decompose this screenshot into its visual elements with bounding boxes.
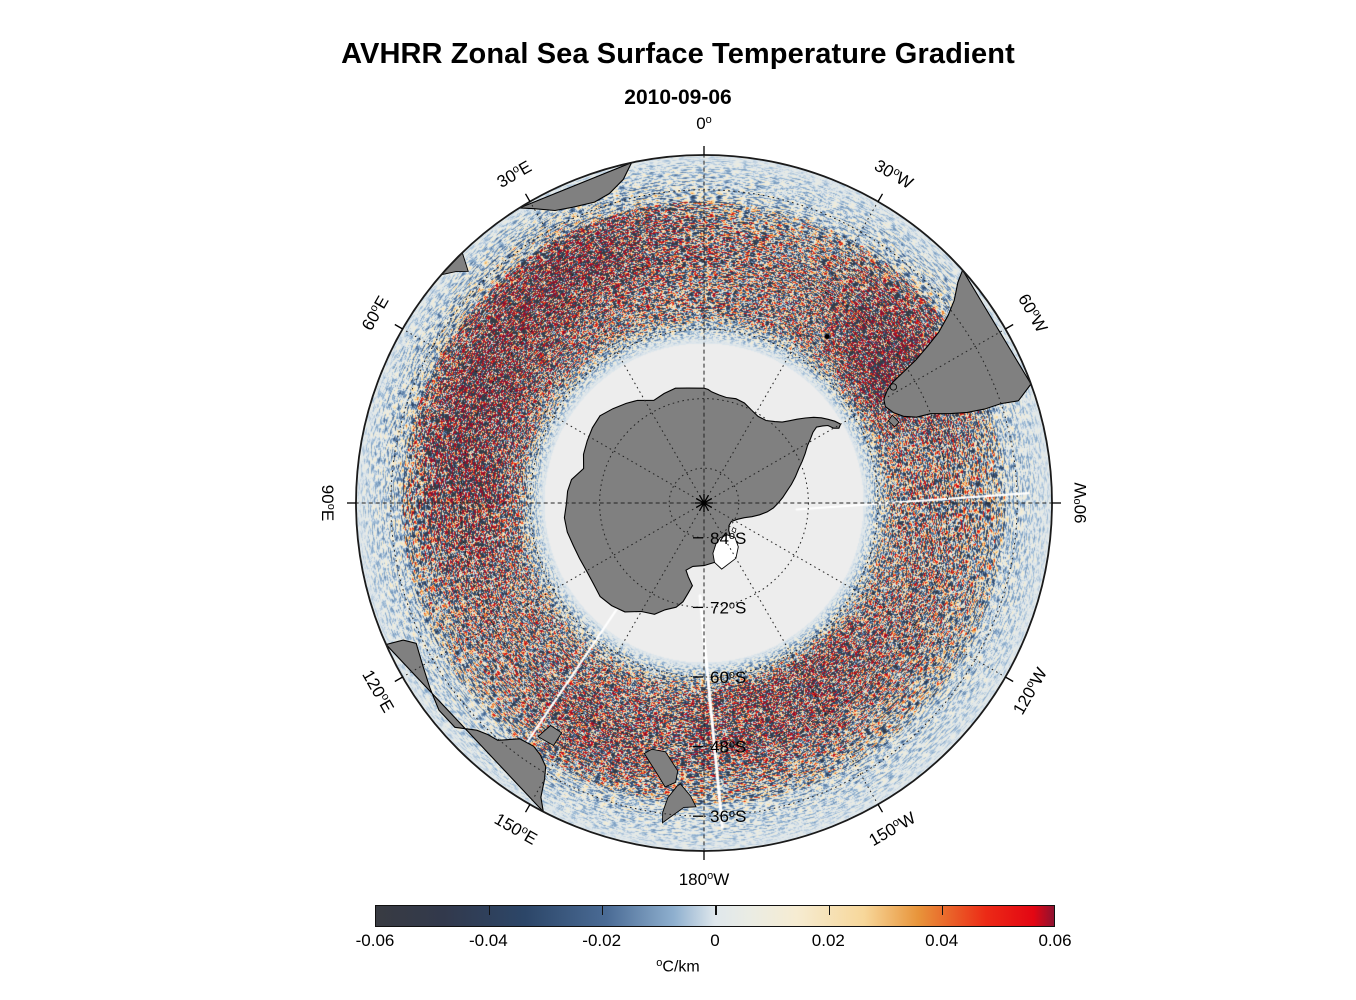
lon-tick <box>524 804 531 813</box>
land-south-georgia <box>824 334 830 339</box>
land-africa <box>519 161 633 212</box>
ice-shelf-gap-small <box>731 527 737 534</box>
lon-label: 30oW <box>871 156 916 194</box>
lon-tick <box>394 323 403 330</box>
colorbar-tick-label: 0.02 <box>811 931 845 950</box>
colorbar-tick-label: 0.06 <box>1038 931 1072 950</box>
colorbar-gradient <box>376 906 1054 926</box>
lat-label: 60oS <box>710 668 746 687</box>
lat-label: 72oS <box>710 598 746 617</box>
land-tierra-del-fuego <box>887 414 900 428</box>
lon-label: 90oW <box>1071 482 1091 523</box>
lon-label: 150oE <box>491 809 540 849</box>
colorbar-tick-label: -0.04 <box>468 931 508 950</box>
page-title: AVHRR Zonal Sea Surface Temperature Grad… <box>341 38 1015 70</box>
colorbar-tick <box>488 906 491 915</box>
lon-label: 90oE <box>318 485 338 521</box>
land-new-zealand-north <box>662 783 697 824</box>
lon-tick <box>1005 323 1014 330</box>
lon-tick <box>877 193 884 202</box>
lon-tick <box>1005 676 1014 683</box>
lon-label: 0o <box>696 114 712 134</box>
colorbar-tick-label: 0.04 <box>925 931 959 950</box>
lat-label: 36oS <box>710 807 746 826</box>
colorbar-tick <box>715 906 717 915</box>
land-australia <box>385 639 547 814</box>
colorbar-tick-label: -0.06 <box>355 931 395 950</box>
lon-label: 150oW <box>866 808 920 850</box>
colorbar-tick-labels: -0.06 -0.04 -0.02 0 0.02 0.04 0.06 <box>356 931 1072 955</box>
colorbar-tick <box>601 906 604 915</box>
lat-label: 84oS <box>710 529 746 548</box>
lat-gridline <box>599 398 809 608</box>
lon-tick <box>524 193 531 202</box>
lon-tick <box>877 804 884 813</box>
page-subtitle-date: 2010-09-06 <box>624 86 732 109</box>
colorbar-tick <box>941 906 944 915</box>
colorbar-tick <box>828 906 831 915</box>
lat-label: 48oS <box>710 738 746 757</box>
lon-gridline <box>705 503 1006 678</box>
lon-label: 30oE <box>494 157 535 192</box>
colorbar-unit-label: oC/km <box>656 957 700 976</box>
lon-label: 60oE <box>358 293 393 334</box>
lon-label: 180oW <box>679 870 730 890</box>
lon-label: 120oE <box>358 667 398 716</box>
graticule <box>356 155 1052 851</box>
land-new-zealand-south <box>643 748 679 788</box>
colorbar-tick-label: 0 <box>710 931 720 950</box>
lon-label: 60oW <box>1014 291 1052 336</box>
colorbar[interactable] <box>375 905 1055 927</box>
colorbar-tick-label: -0.02 <box>582 931 622 950</box>
land-falkland-islands <box>889 383 898 391</box>
pole-marker <box>695 494 713 512</box>
lon-label: 120oW <box>1009 665 1051 719</box>
land-south-america <box>883 268 1032 418</box>
lat-gridline <box>668 467 740 539</box>
lon-tick <box>394 676 403 683</box>
land-tasmania <box>537 724 563 747</box>
